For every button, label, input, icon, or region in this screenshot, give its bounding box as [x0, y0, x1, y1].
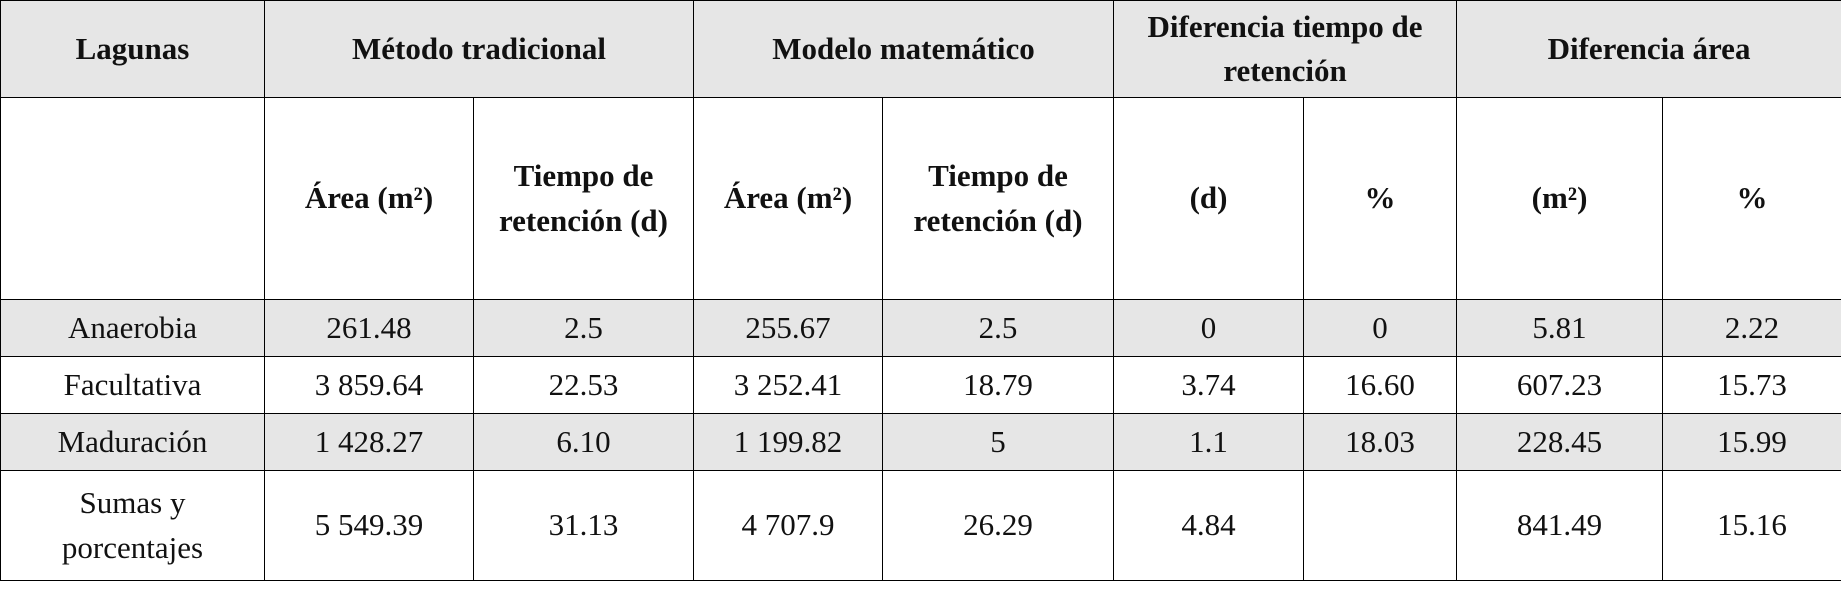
sub-header: Tiempo de retención (d)	[881, 97, 1115, 300]
sub-header	[0, 97, 265, 300]
table-cell: 15.73	[1662, 356, 1841, 414]
table-cell: 3 859.64	[264, 356, 474, 414]
table-cell: 4.84	[1113, 470, 1305, 581]
sub-header: Área (m²)	[693, 97, 883, 300]
data-row: Maduración 1 428.27 6.10 1 199.82 5 1.1 18.03 2…	[0, 413, 1841, 471]
table-cell: 841.49	[1456, 470, 1664, 581]
row-label: Facultativa	[0, 356, 265, 414]
group-header: Modelo matemático	[692, 0, 1115, 98]
group-header: Lagunas	[0, 0, 265, 98]
group-header: Diferencia área	[1456, 0, 1841, 98]
sub-header: Área (m²)	[264, 97, 474, 300]
table-cell: 15.99	[1662, 413, 1841, 471]
table-cell: 0	[1113, 299, 1305, 357]
sub-header: (d)	[1113, 97, 1305, 300]
subheader-row: Área (m²) Tiempo de retención (d) Área (m²…	[0, 97, 1841, 300]
table-cell: 1 428.27	[264, 413, 474, 471]
sub-header: %	[1662, 97, 1841, 300]
data-row: Facultativa 3 859.64 22.53 3 252.41 18.79 3.7…	[0, 356, 1841, 414]
table-cell: 3 252.41	[693, 356, 883, 414]
table-cell: 607.23	[1456, 356, 1664, 414]
table-cell: 5	[881, 413, 1115, 471]
table-cell: 228.45	[1456, 413, 1664, 471]
table-cell: 26.29	[881, 470, 1115, 581]
header-row: Lagunas Método tradicional Modelo matemáti…	[0, 0, 1841, 98]
table-cell: 1.1	[1113, 413, 1305, 471]
table-cell: 5.81	[1456, 299, 1664, 357]
table-cell: 3.74	[1113, 356, 1305, 414]
row-label: Sumas y porcentajes	[0, 470, 265, 581]
sub-header: (m²)	[1456, 97, 1664, 300]
data-row: Sumas y porcentajes 5 549.39 31.13 4 707.9 2…	[0, 470, 1841, 581]
sub-header: %	[1303, 97, 1458, 300]
table-cell: 0	[1303, 299, 1458, 357]
table-cell: 18.79	[881, 356, 1115, 414]
table-cell: 255.67	[693, 299, 883, 357]
row-label: Anaerobia	[0, 299, 265, 357]
table-cell: 261.48	[264, 299, 474, 357]
sub-header: Tiempo de retención (d)	[473, 97, 694, 300]
data-row: Anaerobia 261.48 2.5 255.67 2.5 0 0 5.81 2.22	[0, 299, 1841, 357]
table-cell: 1 199.82	[693, 413, 883, 471]
table-cell: 2.22	[1662, 299, 1841, 357]
table-cell: 4 707.9	[693, 470, 883, 581]
table-cell: 31.13	[473, 470, 694, 581]
table-cell: 2.5	[473, 299, 694, 357]
group-header: Diferencia tiempo de retención	[1113, 0, 1458, 98]
table-cell: 6.10	[473, 413, 694, 471]
table-cell	[1303, 470, 1458, 581]
table-cell: 15.16	[1662, 470, 1841, 581]
group-header: Método tradicional	[264, 0, 694, 98]
row-label: Maduración	[0, 413, 265, 471]
table-cell: 22.53	[473, 356, 694, 414]
table-cell: 2.5	[881, 299, 1115, 357]
table-cell: 18.03	[1303, 413, 1458, 471]
table-cell: 16.60	[1303, 356, 1458, 414]
table-cell: 5 549.39	[264, 470, 474, 581]
